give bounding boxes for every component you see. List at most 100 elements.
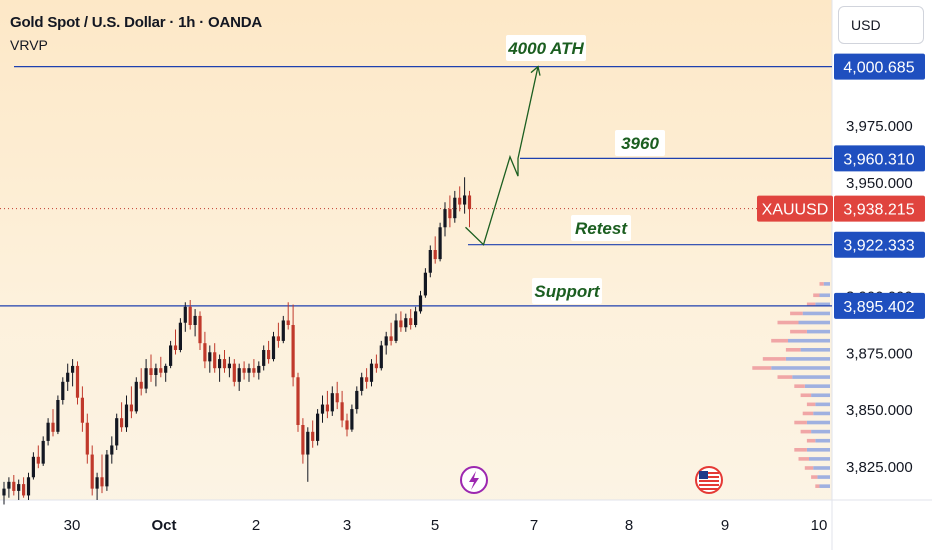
- annotation-box: [571, 215, 631, 241]
- volume-profile-bar-sell: [806, 438, 816, 443]
- us-flag-stripe: [699, 484, 719, 486]
- annotation-label: Support: [534, 282, 600, 301]
- volume-profile-bar-buy: [771, 366, 830, 370]
- candle-body: [110, 445, 114, 455]
- candle-body: [80, 397, 84, 423]
- price-tags: 4,000.685 3,960.310 3,922.333 3,895.402 XAUU…: [757, 53, 925, 319]
- volume-profile: [752, 282, 830, 488]
- candle-body: [350, 409, 354, 430]
- currency-label: USD: [851, 17, 881, 33]
- candle-body: [433, 250, 437, 260]
- date-tick-label: 9: [721, 517, 729, 534]
- us-flag-canton: [699, 471, 708, 479]
- candle-body: [443, 209, 447, 228]
- volume-profile-bar-sell: [802, 411, 814, 416]
- candle-body: [286, 320, 290, 325]
- candle-body: [399, 320, 403, 328]
- candle-body: [438, 227, 442, 260]
- current-price-text: 3,938.215: [843, 202, 914, 219]
- price-tick-label: 3,850.000: [846, 402, 913, 419]
- candle-body: [291, 325, 295, 378]
- level-price-tag: [834, 53, 925, 80]
- candle-body: [345, 420, 349, 430]
- level-price-text: 4,000.685: [843, 60, 914, 77]
- date-tick-label: 5: [431, 517, 439, 534]
- volume-profile-bar-sell: [800, 429, 812, 434]
- candle-body: [409, 318, 413, 325]
- candle-body: [169, 345, 173, 366]
- candle-body: [193, 315, 197, 325]
- candle-body: [188, 306, 192, 325]
- candle-body: [75, 365, 80, 398]
- candle-body: [100, 477, 104, 487]
- candle-body: [164, 365, 168, 373]
- volume-profile-bar-buy: [811, 429, 830, 434]
- candle-body: [423, 272, 427, 296]
- annotation-label: Retest: [575, 219, 628, 238]
- volume-profile-bar-buy: [798, 320, 830, 325]
- candle-body: [247, 368, 251, 373]
- candle-body: [41, 440, 45, 464]
- candle-body: [296, 377, 300, 425]
- candle-body: [404, 318, 408, 328]
- volume-profile-bar-buy: [809, 457, 830, 461]
- volume-profile-bar-buy: [792, 375, 830, 379]
- date-tick-label: 7: [530, 517, 538, 534]
- candle-body: [276, 336, 280, 341]
- level-price-text: 3,922.333: [843, 238, 914, 255]
- candle-body: [330, 393, 334, 412]
- volume-profile-bar-buy: [819, 484, 830, 488]
- candle-body: [144, 368, 148, 389]
- candle-body: [458, 197, 462, 205]
- annotation-box: [506, 35, 586, 61]
- price-axis-panel: [832, 0, 932, 550]
- candle-body: [66, 372, 70, 382]
- event-markers: [460, 466, 723, 494]
- candle-body: [414, 311, 418, 325]
- candle-body: [384, 336, 388, 346]
- volume-profile-bar-sell: [794, 384, 805, 388]
- volume-profile-bar-buy: [806, 329, 830, 334]
- volume-profile-bar-buy: [804, 384, 830, 388]
- candle-body: [95, 477, 99, 489]
- time-axis-panel: [0, 500, 932, 550]
- candle-body: [134, 381, 138, 412]
- symbol-tag-text: XAUUSD: [762, 202, 829, 219]
- candle-body: [17, 484, 21, 491]
- volume-profile-bar-sell: [806, 402, 816, 407]
- candle-body: [463, 195, 467, 205]
- indicator-label[interactable]: VRVP: [10, 37, 48, 53]
- volume-profile-bar-buy: [817, 475, 830, 479]
- candle-body: [242, 368, 246, 373]
- volume-profile-bar-buy: [806, 420, 830, 425]
- candle-body: [306, 431, 310, 455]
- annotation-label: 4000 ATH: [507, 39, 584, 58]
- candle-body: [154, 368, 158, 375]
- candle-body: [85, 422, 89, 455]
- level-price-text: 3,895.402: [843, 299, 914, 316]
- volume-profile-bar-sell: [804, 466, 814, 470]
- currency-selector[interactable]: USD: [838, 6, 924, 44]
- volume-profile-bar-sell: [790, 329, 807, 334]
- candle-body: [139, 381, 143, 389]
- volume-profile-bar-buy: [788, 338, 830, 343]
- volume-profile-bar-buy: [802, 311, 830, 316]
- volume-profile-bar-sell: [752, 366, 772, 370]
- candle-body: [340, 402, 344, 421]
- volume-profile-bar-buy: [800, 348, 830, 352]
- us-flag-stripe: [699, 476, 719, 478]
- candle-body: [12, 481, 16, 491]
- candle-body: [26, 477, 31, 496]
- current-price-tag: [834, 195, 925, 222]
- date-tick-label: 2: [252, 517, 260, 534]
- annotation-box: [615, 130, 665, 156]
- candle-body: [218, 359, 222, 369]
- volume-profile-bar-sell: [785, 348, 801, 352]
- date-tick-label: 30: [64, 517, 81, 534]
- level-price-tag: [834, 292, 925, 319]
- candle-body: [149, 368, 153, 375]
- symbol-title[interactable]: Gold Spot / U.S. Dollar · 1h · OANDA: [10, 14, 262, 31]
- volume-profile-bar-sell: [777, 375, 793, 379]
- price-tick-label: 3,875.000: [846, 345, 913, 362]
